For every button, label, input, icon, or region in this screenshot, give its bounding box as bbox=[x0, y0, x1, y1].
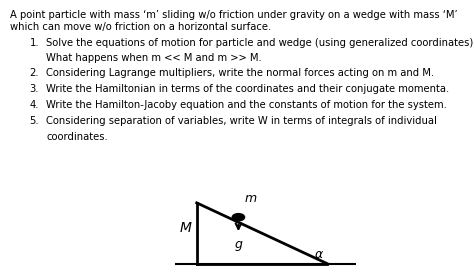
Text: 2.: 2. bbox=[29, 68, 39, 78]
Text: g: g bbox=[235, 238, 242, 251]
Text: 3.: 3. bbox=[29, 84, 39, 94]
Text: 5.: 5. bbox=[29, 116, 39, 126]
Text: What happens when m << M and m >> M.: What happens when m << M and m >> M. bbox=[46, 53, 262, 63]
Text: A point particle with mass ‘m’ sliding w/o friction under gravity on a wedge wit: A point particle with mass ‘m’ sliding w… bbox=[10, 10, 458, 20]
Text: α: α bbox=[315, 248, 323, 261]
Text: Considering separation of variables, write W in terms of integrals of individual: Considering separation of variables, wri… bbox=[46, 116, 438, 126]
Text: Write the Hamilton-Jacoby equation and the constants of motion for the system.: Write the Hamilton-Jacoby equation and t… bbox=[46, 100, 447, 110]
Text: coordinates.: coordinates. bbox=[46, 132, 108, 142]
Circle shape bbox=[232, 214, 245, 221]
Text: 1.: 1. bbox=[29, 38, 39, 48]
Text: Write the Hamiltonian in terms of the coordinates and their conjugate momenta.: Write the Hamiltonian in terms of the co… bbox=[46, 84, 450, 94]
Text: 4.: 4. bbox=[29, 100, 39, 110]
Text: m: m bbox=[244, 192, 256, 205]
Text: Considering Lagrange multipliers, write the normal forces acting on m and M.: Considering Lagrange multipliers, write … bbox=[46, 68, 435, 78]
Text: which can move w/o friction on a horizontal surface.: which can move w/o friction on a horizon… bbox=[10, 22, 272, 32]
Text: M: M bbox=[180, 221, 192, 235]
Text: Solve the equations of motion for particle and wedge (using generalized coordina: Solve the equations of motion for partic… bbox=[46, 38, 474, 48]
